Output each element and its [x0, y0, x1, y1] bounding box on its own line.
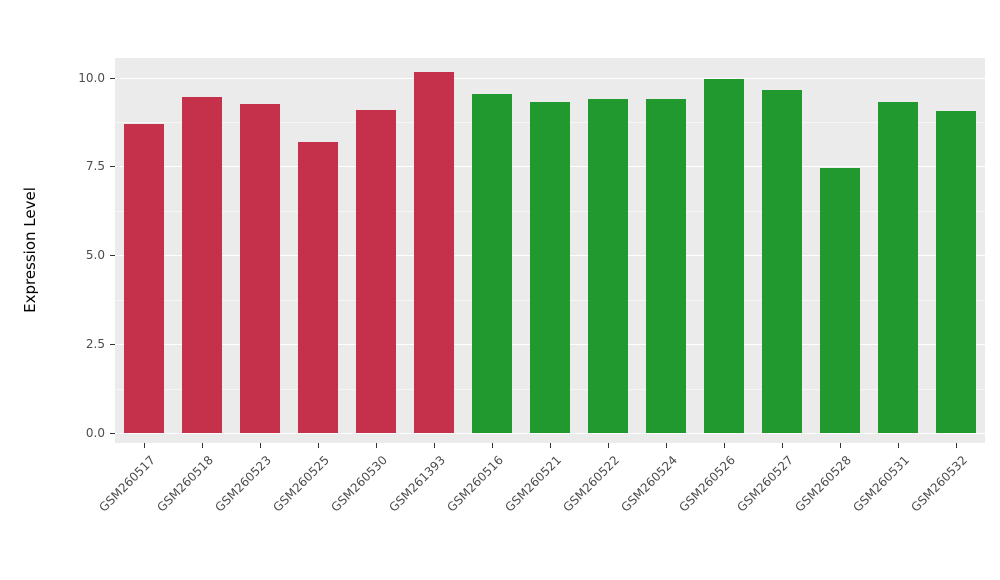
x-tick-mark [666, 443, 667, 448]
bar-GSM260526 [703, 79, 745, 434]
y-axis-title: Expression Level [21, 187, 39, 313]
x-tick-mark [434, 443, 435, 448]
bar-GSM260532 [935, 111, 977, 434]
x-tick-mark [550, 443, 551, 448]
x-tick-label: GSM261393 [386, 453, 448, 515]
bar-GSM260525 [297, 141, 339, 434]
x-tick-mark [318, 443, 319, 448]
bar-GSM260516 [471, 93, 513, 434]
y-tick-label: 7.5 [85, 159, 105, 174]
bar-GSM260527 [761, 89, 803, 434]
x-tick-mark [724, 443, 725, 448]
x-tick-label: GSM260525 [270, 453, 332, 515]
x-tick-label: GSM260524 [618, 453, 680, 515]
bar-GSM260523 [239, 104, 281, 434]
y-tick-label: 0.0 [85, 426, 105, 441]
x-tick-mark [492, 443, 493, 448]
x-tick-label: GSM260516 [444, 453, 506, 515]
y-tick-mark [110, 433, 115, 435]
bar-GSM260528 [819, 168, 861, 434]
x-tick-label: GSM260530 [328, 453, 390, 515]
y-tick-mark [110, 255, 115, 257]
y-tick-mark [110, 77, 115, 79]
x-tick-label: GSM260523 [212, 453, 274, 515]
x-tick-mark [144, 443, 145, 448]
bar-GSM261393 [413, 72, 455, 434]
x-tick-mark [608, 443, 609, 448]
gridline-major [115, 77, 985, 79]
y-tick-mark [110, 344, 115, 346]
y-tick-label: 2.5 [85, 337, 105, 352]
bar-GSM260530 [355, 109, 397, 434]
bar-GSM260531 [877, 102, 919, 434]
x-tick-mark [376, 443, 377, 448]
bar-GSM260524 [645, 98, 687, 434]
x-tick-label: GSM260527 [734, 453, 796, 515]
x-tick-label: GSM260528 [792, 453, 854, 515]
bar-GSM260521 [529, 102, 571, 434]
bar-GSM260518 [181, 97, 223, 434]
x-tick-label: GSM260526 [676, 453, 738, 515]
y-tick-label: 5.0 [85, 248, 105, 263]
x-tick-mark [898, 443, 899, 448]
x-tick-label: GSM260517 [96, 453, 158, 515]
bar-GSM260517 [123, 123, 165, 434]
x-tick-label: GSM260532 [908, 453, 970, 515]
plot-panel [115, 58, 985, 443]
x-tick-label: GSM260518 [154, 453, 216, 515]
y-tick-label: 10.0 [78, 70, 105, 85]
x-tick-mark [202, 443, 203, 448]
y-tick-mark [110, 166, 115, 168]
x-tick-label: GSM260522 [560, 453, 622, 515]
x-tick-label: GSM260531 [850, 453, 912, 515]
x-tick-mark [260, 443, 261, 448]
x-tick-mark [956, 443, 957, 448]
gridline-major [115, 433, 985, 435]
x-tick-mark [840, 443, 841, 448]
x-tick-label: GSM260521 [502, 453, 564, 515]
bar-GSM260522 [587, 98, 629, 434]
x-tick-mark [782, 443, 783, 448]
